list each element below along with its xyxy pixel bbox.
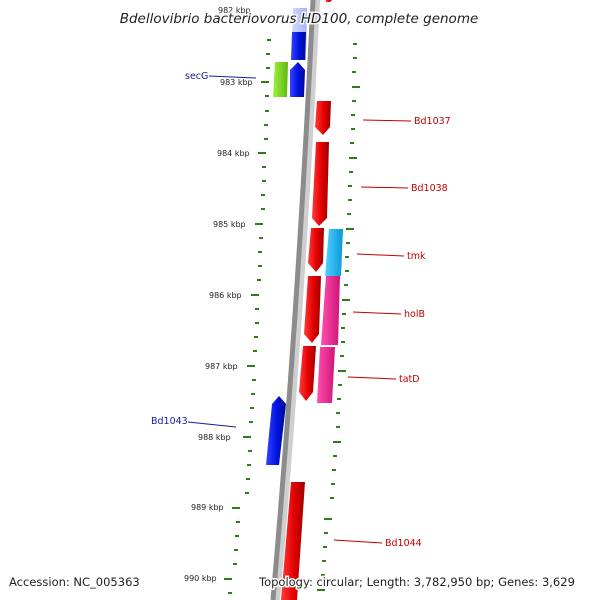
topology-text: Topology: circular; Length: 3,782,950 bp… [258,575,575,589]
gene-bd1044 [281,482,305,600]
gene-bd1043 [266,396,286,465]
gene-label-bd1038: Bd1038 [411,183,448,194]
tick-label-985kbp: 985 kbp [213,220,246,229]
gene-label-holb: holB [404,309,425,320]
gene-tmk [325,229,343,276]
tick-label-983kbp: 983 kbp [220,78,253,87]
tick-label-988kbp: 988 kbp [198,433,231,442]
tick-label-982kbp: 982 kbp [218,6,251,15]
gene-label-tmk: tmk [407,251,426,262]
gene-bd1037 [315,101,331,135]
gene-reverse-tatd-pair [299,346,316,401]
tick-label-990kbp: 990 kbp [184,574,217,583]
inner-tick-track [224,39,271,594]
gene-forward-secg-neighbor [290,62,305,97]
gene-forward-upper [291,32,306,60]
gene-label-bd1043: Bd1043 [151,416,188,427]
tick-label-984kbp: 984 kbp [217,149,250,158]
tick-label-987kbp: 987 kbp [205,362,238,371]
tick-label-986kbp: 986 kbp [209,291,242,300]
label-leaders [187,75,412,544]
outer-tick-track [317,43,360,591]
tick-label-989kbp: 989 kbp [191,503,224,512]
gene-tatd [317,347,335,403]
gene-bd1038 [312,142,329,226]
gene-secg [273,62,288,97]
accession-text: Accession: NC_005363 [9,575,140,589]
gene-label-bd1037: Bd1037 [414,116,451,127]
gene-reverse-tmk-pair [308,228,324,272]
gene-label-bd1044: Bd1044 [385,538,422,549]
gene-reverse-holb-pair [304,276,321,343]
genome-backbone [270,0,316,600]
map-title: Bdellovibrio bacteriovorus HD100, comple… [120,11,479,27]
gene-reverse-top-edge [326,0,332,2]
gene-label-secg: secG [185,71,208,82]
gene-label-tatd: tatD [399,374,420,385]
gene-holb [321,276,340,345]
genome-backbone-shadow [272,0,320,600]
